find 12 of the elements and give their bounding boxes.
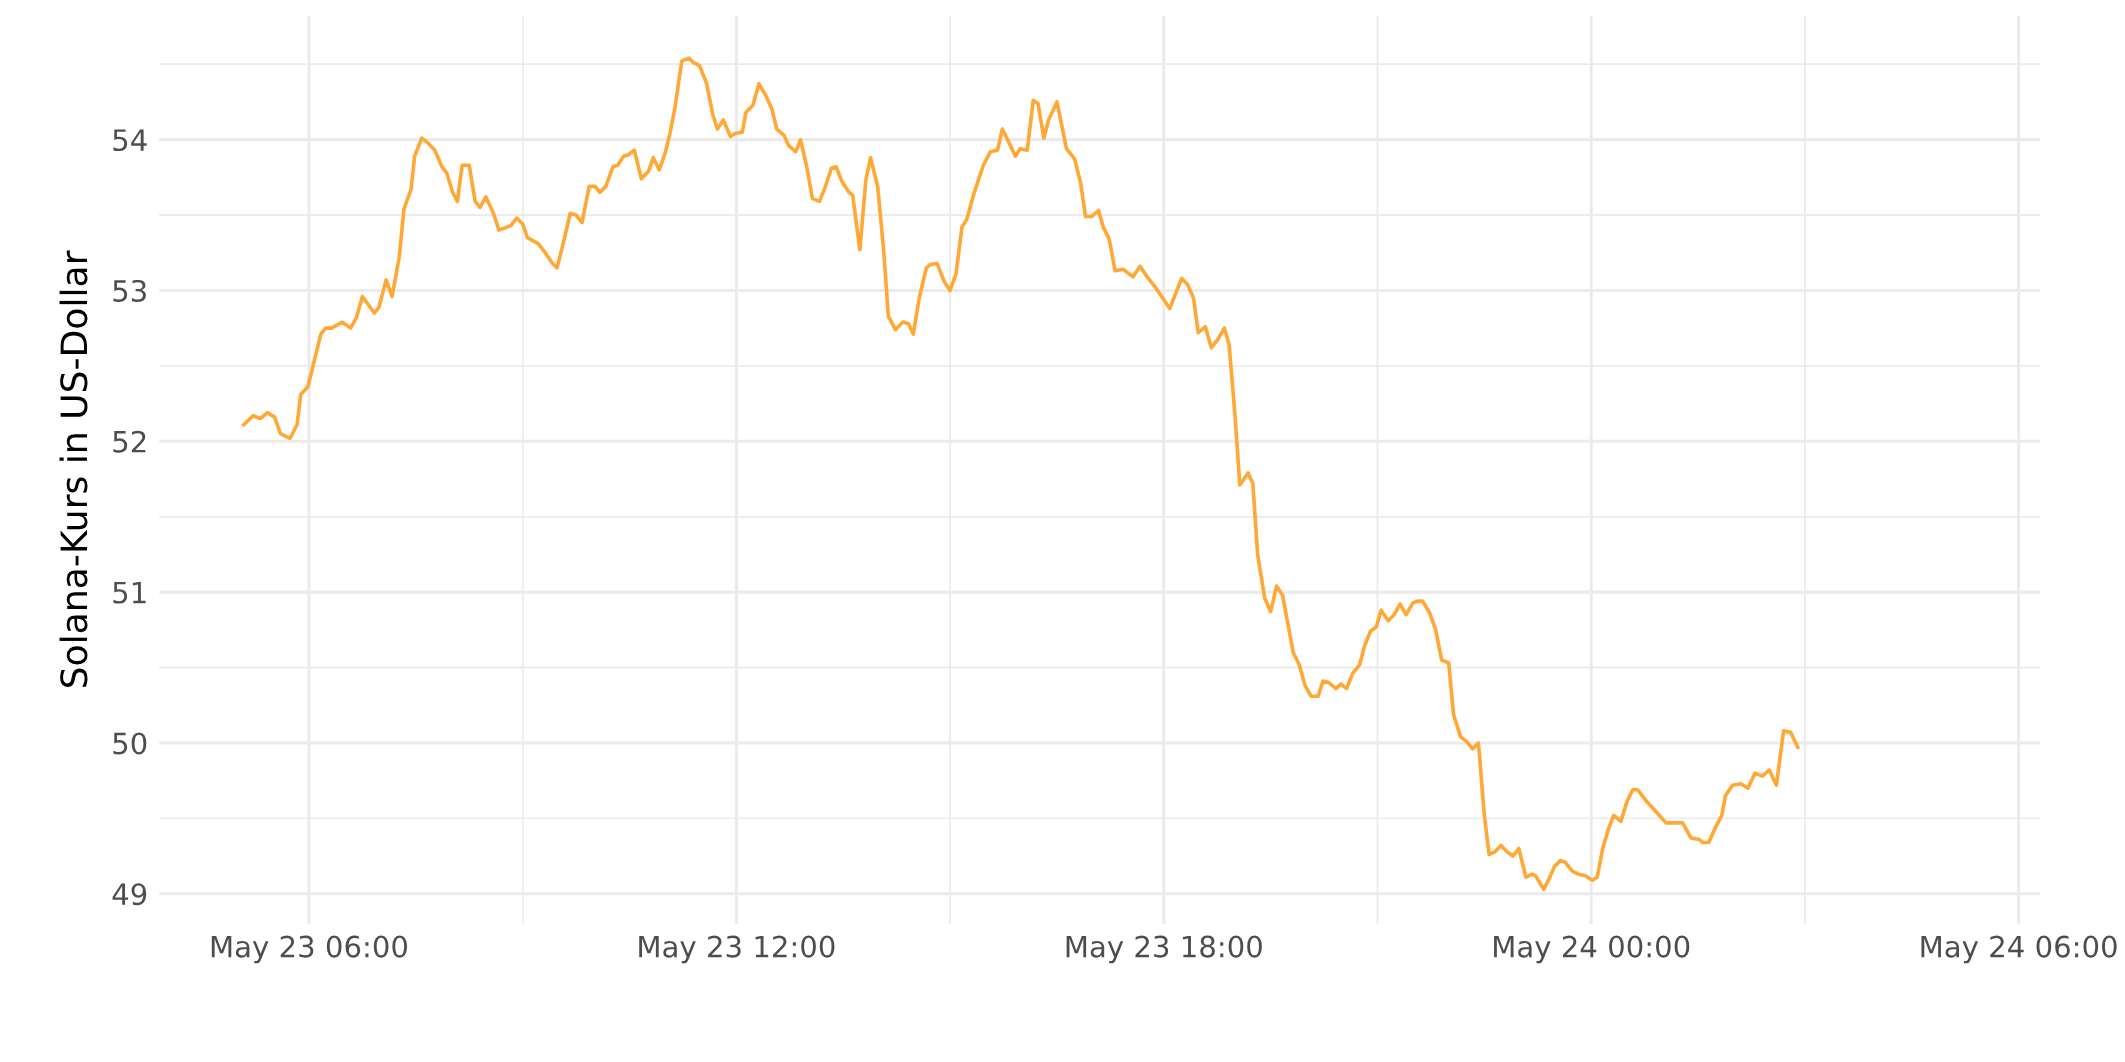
x-tick-label: May 24 06:00: [1921, 935, 2117, 964]
y-tick-label: 50: [113, 732, 147, 755]
x-tick-label: May 23 12:00: [639, 935, 835, 964]
x-tick-label: May 23 18:00: [1066, 935, 1262, 964]
x-tick-label: May 23 06:00: [211, 935, 408, 964]
y-tick-label: 53: [113, 279, 146, 302]
y-tick-label: 51: [113, 581, 146, 604]
y-tick-label: 52: [113, 430, 146, 453]
y-tick-label: 49: [112, 883, 147, 906]
x-tick-label: May 24 00:00: [1494, 935, 1690, 964]
y-axis-title: Solana-Kurs in US-Dollar: [59, 250, 88, 687]
y-tick-label: 54: [113, 129, 147, 152]
